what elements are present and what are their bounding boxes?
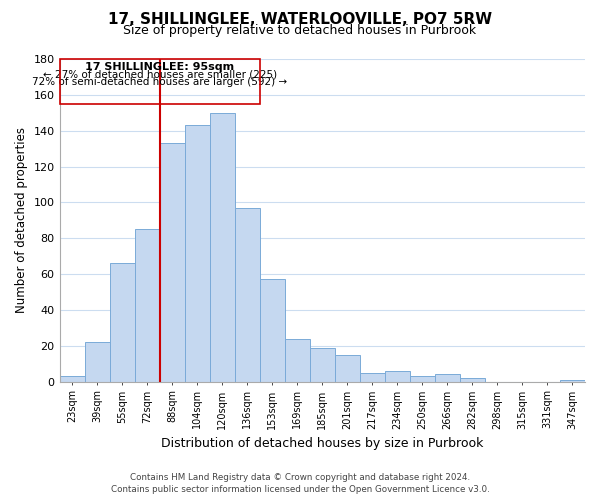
Bar (285, 338, 310, 382)
X-axis label: Distribution of detached houses by size in Purbrook: Distribution of detached houses by size … (161, 437, 484, 450)
Bar (260, 280, 285, 382)
Text: 17 SHILLINGLEE: 95sqm: 17 SHILLINGLEE: 95sqm (85, 62, 234, 72)
Bar (310, 348, 335, 382)
Bar (160, 143, 185, 382)
Bar (435, 374, 460, 382)
Bar (410, 376, 435, 382)
Bar (134, 230, 160, 382)
Bar (335, 355, 360, 382)
Bar (209, 113, 235, 382)
Text: ← 27% of detached houses are smaller (225): ← 27% of detached houses are smaller (22… (43, 70, 277, 80)
Bar (59, 376, 85, 382)
Text: Contains HM Land Registry data © Crown copyright and database right 2024.
Contai: Contains HM Land Registry data © Crown c… (110, 472, 490, 494)
Text: 72% of semi-detached houses are larger (592) →: 72% of semi-detached houses are larger (… (32, 77, 287, 87)
Bar (85, 342, 110, 382)
Bar (460, 378, 485, 382)
Text: 17, SHILLINGLEE, WATERLOOVILLE, PO7 5RW: 17, SHILLINGLEE, WATERLOOVILLE, PO7 5RW (108, 12, 492, 28)
Bar (560, 380, 585, 382)
Bar (235, 208, 260, 382)
Bar (360, 372, 385, 382)
Bar (185, 126, 209, 382)
Bar (110, 264, 134, 382)
Bar (385, 371, 410, 382)
Text: Size of property relative to detached houses in Purbrook: Size of property relative to detached ho… (124, 24, 476, 37)
Y-axis label: Number of detached properties: Number of detached properties (15, 128, 28, 314)
